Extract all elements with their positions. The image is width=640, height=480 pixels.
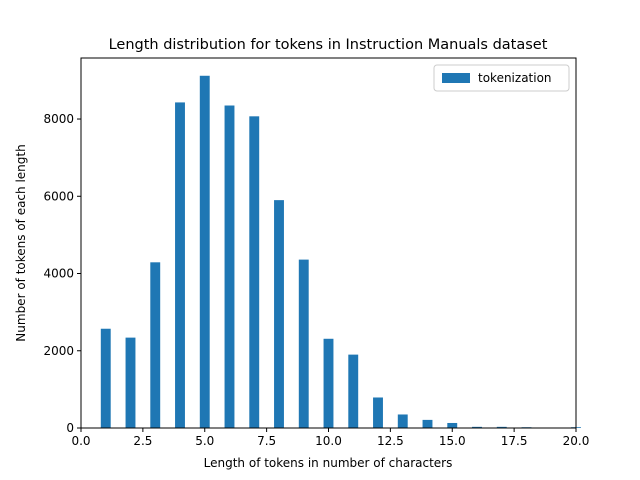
bar xyxy=(100,328,111,428)
x-tick-label: 0.0 xyxy=(71,434,90,448)
bar xyxy=(348,354,359,428)
legend: tokenization xyxy=(433,64,570,92)
y-tick-label: 6000 xyxy=(43,189,74,203)
x-tick-label: 12.5 xyxy=(377,434,404,448)
bar xyxy=(397,414,408,428)
legend-swatch xyxy=(442,73,470,83)
bar xyxy=(447,422,458,428)
bar xyxy=(298,259,309,428)
x-tick-label: 15.0 xyxy=(439,434,466,448)
x-axis-label: Length of tokens in number of characters xyxy=(204,456,453,470)
bar xyxy=(249,116,260,428)
bar xyxy=(274,200,284,428)
bar xyxy=(224,105,235,428)
y-tick-label: 0 xyxy=(66,421,74,435)
bar xyxy=(472,426,482,428)
plot-area: 0.0 2.5 5.0 7.5 10.0 12.5 15.0 17.5 20.0 0 2000 400… xyxy=(43,57,590,448)
bar xyxy=(422,419,433,428)
bar xyxy=(125,337,136,428)
x-tick-label: 5.0 xyxy=(195,434,214,448)
legend-box xyxy=(433,64,570,92)
chart-title: Length distribution for tokens in Instru… xyxy=(109,37,548,53)
y-tick-label: 8000 xyxy=(43,112,74,126)
x-tick-label: 17.5 xyxy=(501,434,528,448)
bar xyxy=(373,397,383,428)
bar xyxy=(199,75,210,429)
y-tick-label: 4000 xyxy=(43,267,74,281)
y-tick-label: 2000 xyxy=(43,344,74,358)
bar xyxy=(175,102,185,429)
x-tick-label: 20.0 xyxy=(563,434,590,448)
x-tick-label: 7.5 xyxy=(257,434,276,448)
bar xyxy=(150,262,161,428)
y-axis-label: Number of tokens of each length xyxy=(14,144,28,341)
bar xyxy=(496,426,507,428)
x-tick-label: 2.5 xyxy=(133,434,152,448)
bar xyxy=(323,338,334,428)
legend-label: tokenization xyxy=(478,71,552,85)
x-tick-label: 10.0 xyxy=(315,434,342,448)
